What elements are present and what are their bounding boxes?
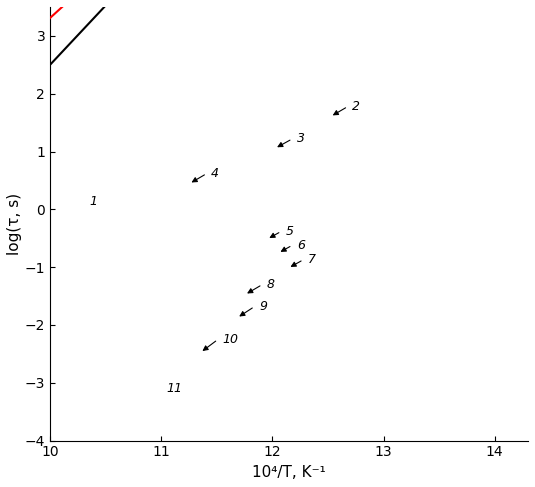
Text: 6: 6 — [297, 239, 305, 252]
Text: 9: 9 — [259, 300, 267, 313]
Text: 7: 7 — [308, 253, 316, 266]
Text: 1: 1 — [89, 195, 97, 208]
Text: 11: 11 — [167, 382, 183, 395]
Text: 4: 4 — [211, 167, 219, 180]
Text: 3: 3 — [297, 132, 305, 145]
Text: 10: 10 — [223, 333, 239, 346]
X-axis label: 10⁴/T, K⁻¹: 10⁴/T, K⁻¹ — [252, 465, 326, 480]
Y-axis label: log(τ, s): log(τ, s) — [7, 193, 22, 255]
Text: 8: 8 — [267, 278, 275, 291]
Text: 2: 2 — [353, 100, 361, 113]
Text: 5: 5 — [286, 225, 294, 238]
